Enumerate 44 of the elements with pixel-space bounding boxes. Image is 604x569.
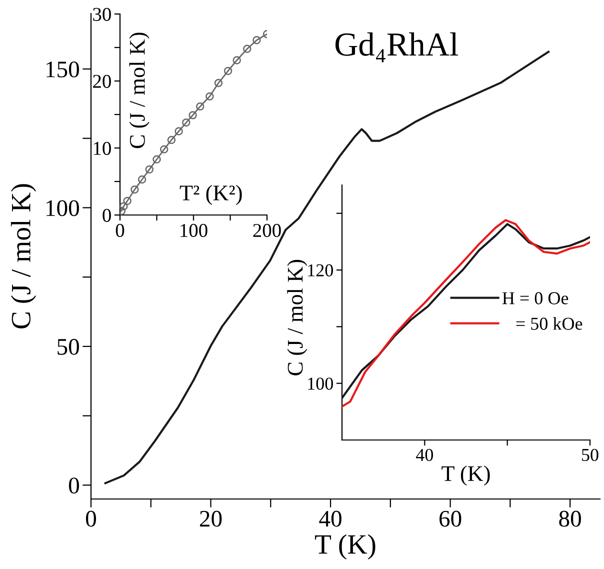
x-axis-title: T (K) — [442, 466, 490, 486]
point — [138, 175, 146, 184]
point — [182, 118, 190, 127]
legend-label: H = 0 Oe — [502, 292, 568, 304]
point — [152, 155, 161, 164]
point — [130, 185, 139, 194]
point — [160, 145, 168, 154]
point — [224, 66, 232, 76]
x-tick-label: 200 — [253, 224, 281, 238]
y-tick-label: 120 — [308, 264, 333, 276]
point — [188, 111, 197, 120]
text: Gd₄RhAl — [335, 32, 458, 62]
point — [167, 136, 176, 144]
x-axis-title: T (K) — [315, 534, 376, 560]
point — [145, 165, 154, 174]
y-tick-label: 100 — [46, 200, 79, 216]
y-tick-label: 10 — [94, 142, 111, 155]
point — [120, 202, 128, 210]
y-axis-title: C (J / mol K) — [129, 32, 150, 148]
x-tick-label: 40 — [416, 448, 434, 462]
y-axis-title: C (J / mol K) — [287, 260, 308, 376]
point — [196, 102, 204, 111]
point — [123, 196, 132, 206]
x-tick-label: 60 — [440, 510, 462, 527]
y-tick-label: 30 — [93, 8, 111, 21]
point — [214, 78, 223, 88]
y-tick-label: 150 — [46, 61, 79, 78]
point — [174, 127, 183, 136]
point — [243, 44, 252, 53]
y-axis-title: C (J / mol K) — [10, 184, 36, 328]
x-tick-label: 20 — [200, 510, 222, 527]
point — [232, 56, 241, 64]
x-tick-label: 40 — [319, 510, 342, 527]
legend-label: = 50 kOe — [516, 317, 582, 330]
y-tick-label: 50 — [58, 338, 79, 355]
point — [252, 36, 261, 44]
x-axis-title: T² (K²) — [180, 184, 242, 206]
x-tick-label: 80 — [559, 510, 581, 527]
x-tick-label: 100 — [180, 224, 208, 238]
y-tick-label: 0 — [102, 208, 111, 222]
point — [206, 92, 214, 101]
y-tick-label: 20 — [93, 74, 111, 88]
y-tick-label: 0 — [68, 478, 79, 494]
x-tick-label: 0 — [116, 224, 124, 238]
